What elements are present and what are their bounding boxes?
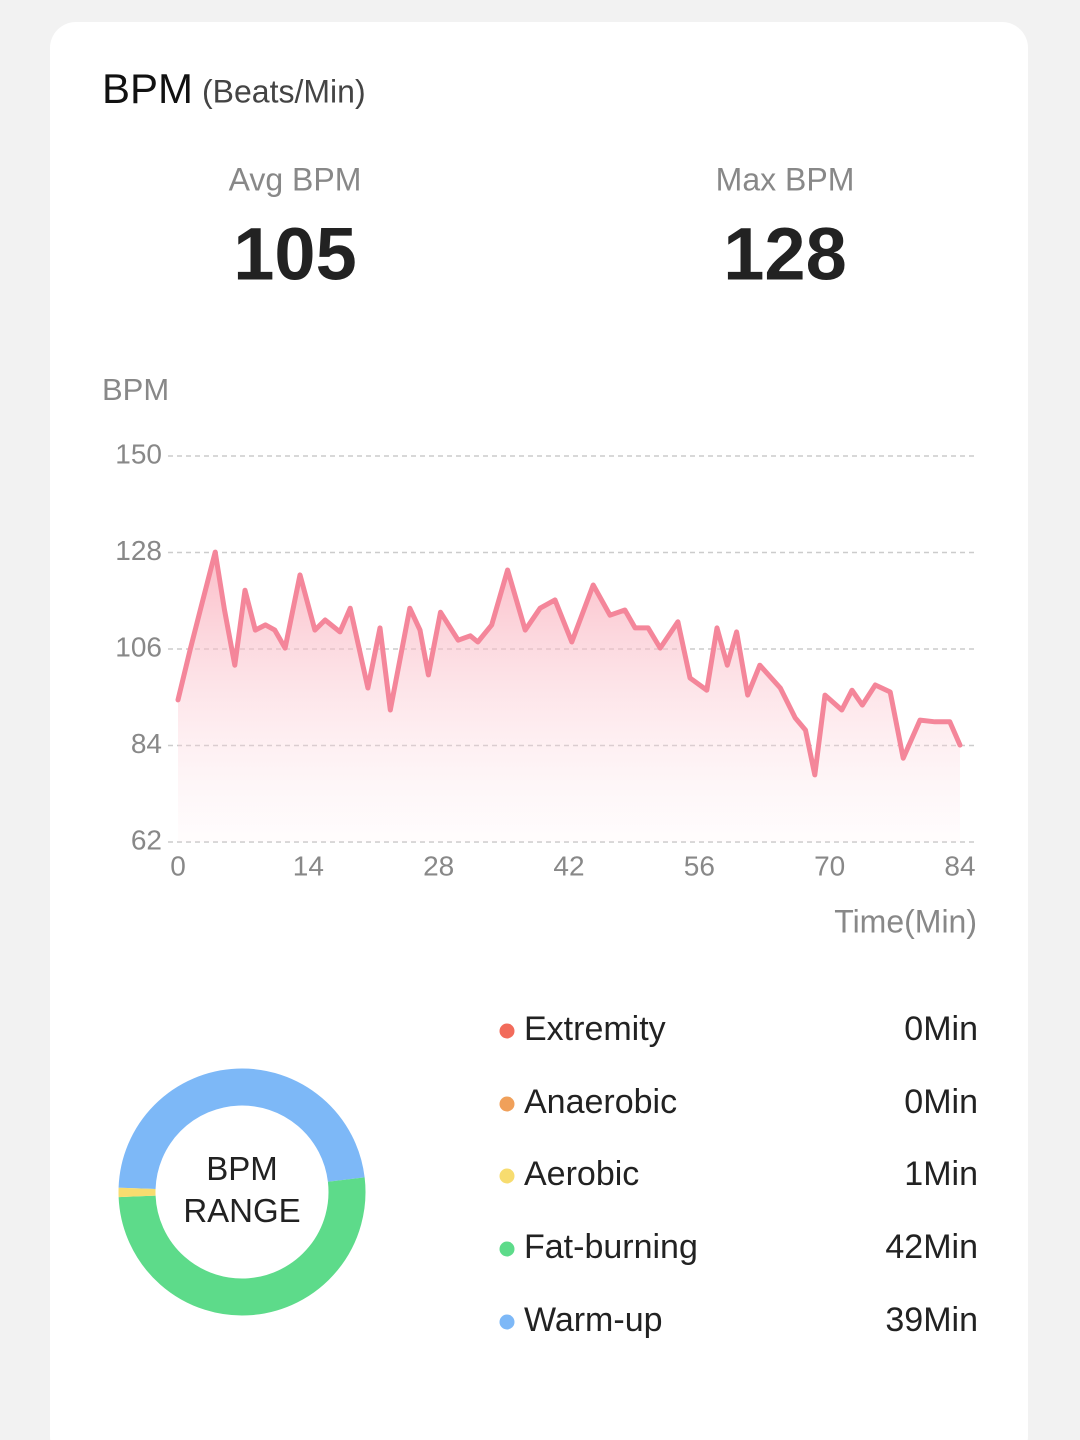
x-tick-label: 42 [553, 850, 584, 881]
y-tick-label: 62 [131, 824, 162, 855]
x-tick-label: 28 [423, 850, 454, 881]
donut-center-label: BPM RANGE [183, 1150, 301, 1229]
subtitle: (Beats/Min) [202, 73, 366, 109]
y-tick-label: 150 [115, 438, 162, 469]
legend-value: 39Min [885, 1301, 978, 1339]
y-tick-label: 106 [115, 631, 162, 662]
stat-label: Avg BPM [229, 161, 362, 197]
legend-value: 0Min [904, 1083, 978, 1121]
y-axis-label: BPM [102, 372, 169, 407]
legend-value: 1Min [904, 1155, 978, 1193]
x-tick-label: 0 [170, 850, 186, 881]
x-tick-label: 14 [293, 850, 324, 881]
stat-label: Max BPM [716, 161, 855, 197]
y-tick-label: 128 [115, 535, 162, 566]
legend-dot [499, 1314, 515, 1330]
donut-segment [118, 1177, 366, 1316]
x-tick-label: 56 [684, 850, 715, 881]
legend-label: Extremity [524, 1010, 666, 1048]
area [178, 552, 960, 842]
legend-label: Anaerobic [524, 1083, 677, 1121]
legend-value: 42Min [885, 1228, 978, 1266]
legend-label: Aerobic [524, 1155, 639, 1193]
x-tick-label: 84 [944, 850, 975, 881]
x-tick-label: 70 [814, 850, 845, 881]
y-tick-label: 84 [131, 728, 162, 759]
stat-value: 105 [233, 213, 356, 296]
stat-value: 128 [723, 213, 846, 296]
legend-dot [499, 1168, 515, 1184]
legend-dot [499, 1096, 515, 1112]
legend-label: Fat-burning [524, 1228, 698, 1266]
legend-value: 0Min [904, 1010, 978, 1048]
title: BPM [102, 65, 193, 112]
legend-dot [499, 1023, 515, 1039]
x-axis-label: Time(Min) [834, 903, 977, 939]
donut-segment [118, 1068, 365, 1190]
legend-dot [499, 1241, 515, 1257]
line [175, 549, 963, 778]
legend-label: Warm-up [524, 1301, 663, 1339]
